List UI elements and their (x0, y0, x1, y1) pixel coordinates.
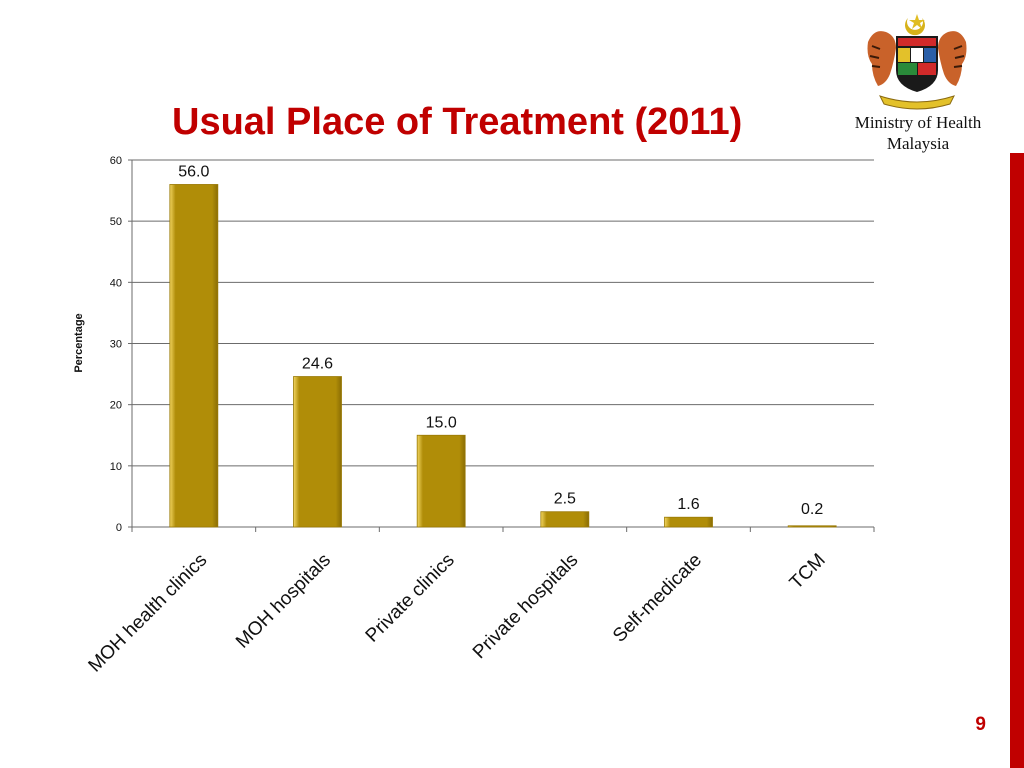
bar (416, 434, 466, 528)
y-tick-label: 0 (116, 522, 122, 534)
y-tick-label: 30 (110, 339, 122, 351)
data-label: 24.6 (302, 356, 333, 373)
right-edge-accent-bar (1010, 153, 1024, 768)
data-label: 2.5 (554, 491, 576, 508)
coat-of-arms-icon (867, 14, 967, 110)
category-label: Self-medicate (609, 550, 706, 647)
slide-title: Usual Place of Treatment (2011) (172, 101, 743, 143)
y-tick-label: 20 (110, 400, 122, 412)
bar (787, 525, 837, 528)
bar (293, 376, 342, 528)
y-tick-label: 10 (110, 461, 122, 473)
data-label: 56.0 (178, 163, 209, 180)
y-axis-title: Percentage (73, 313, 85, 372)
bar (664, 516, 713, 528)
category-label: MOH health clinics (85, 550, 212, 677)
organization-name: Ministry of Health Malaysia (836, 112, 1000, 154)
category-label: MOH hospitals (232, 550, 335, 653)
data-label: 1.6 (677, 496, 699, 513)
y-tick-label: 40 (110, 277, 122, 289)
category-label: TCM (786, 550, 830, 594)
bar (540, 511, 590, 528)
right-edge-white (1010, 0, 1024, 153)
data-label: 0.2 (801, 501, 823, 518)
organization-line-2: Malaysia (886, 134, 950, 153)
y-tick-label: 60 (110, 155, 122, 167)
y-tick-label: 50 (110, 216, 122, 228)
data-label: 15.0 (426, 414, 457, 431)
organization-line-1: Ministry of Health (854, 113, 982, 132)
bar (169, 184, 219, 528)
page-number: 9 (975, 714, 986, 735)
category-label: Private clinics (362, 550, 459, 647)
category-label: Private hospitals (469, 550, 582, 663)
